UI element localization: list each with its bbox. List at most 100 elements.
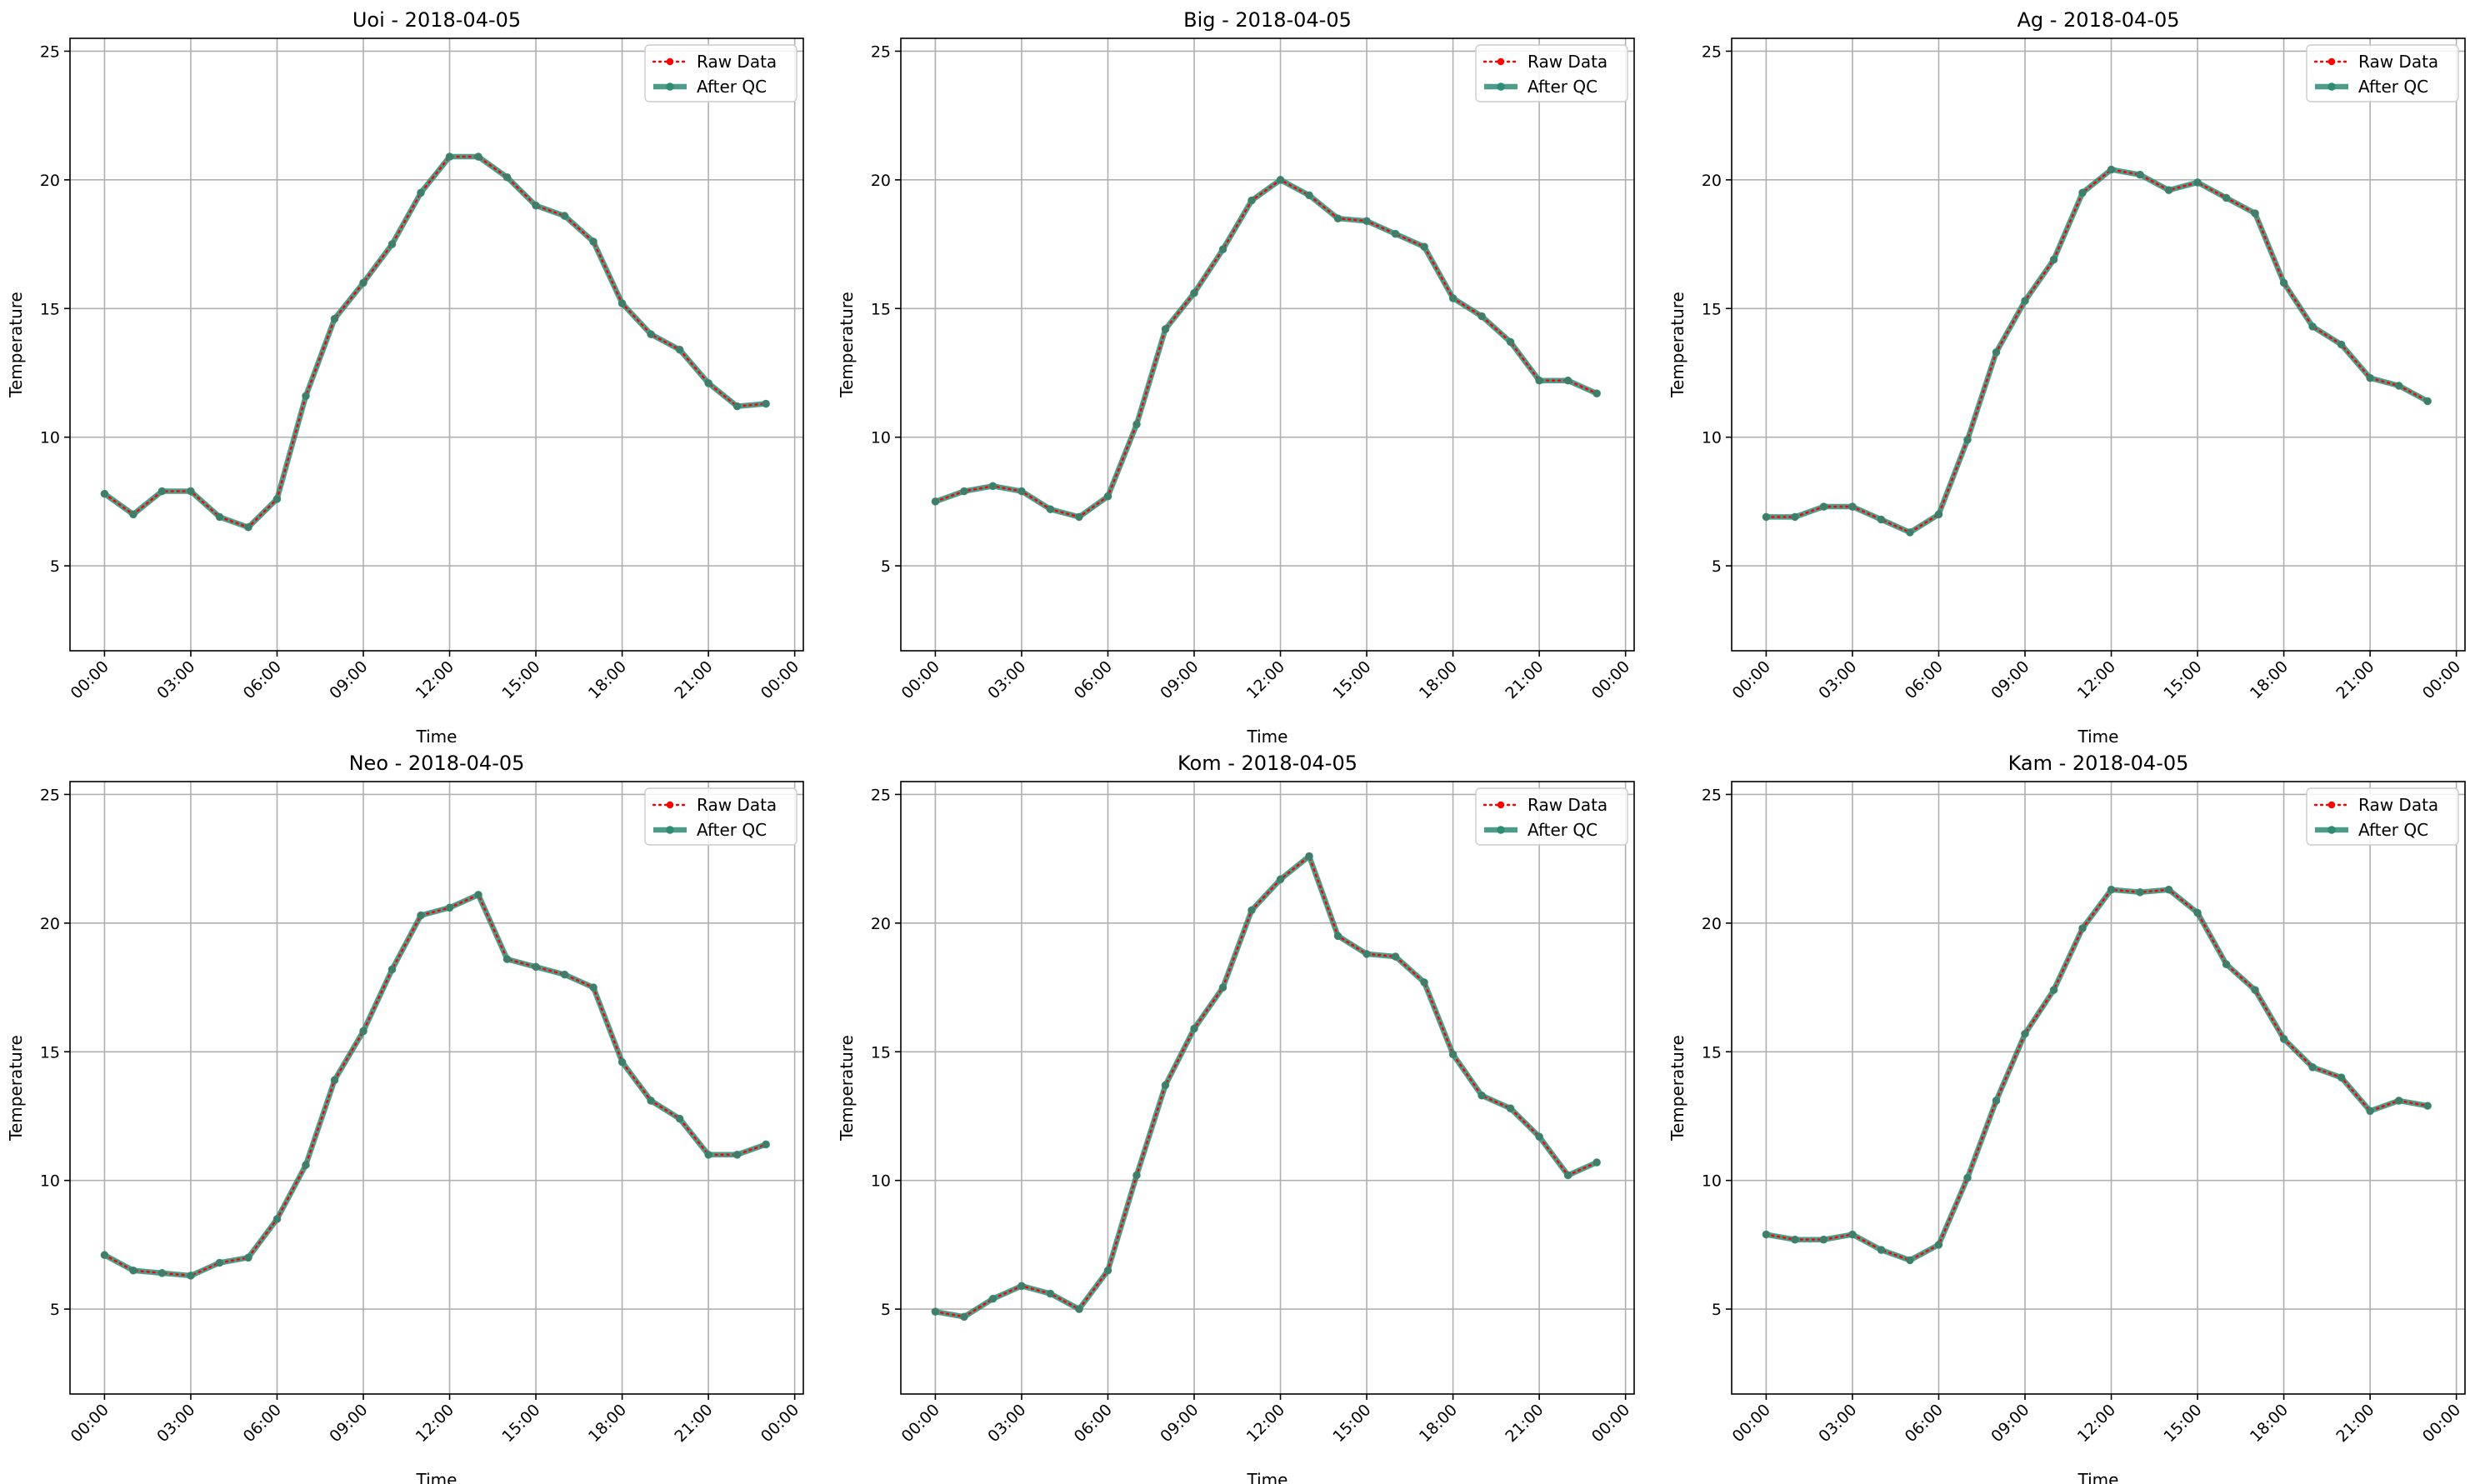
y-axis-label: Temperature [837, 1035, 857, 1142]
after-qc-point [732, 1150, 742, 1159]
after-qc-point [1333, 214, 1342, 222]
after-qc-point [560, 970, 569, 979]
after-qc-point [2049, 986, 2058, 994]
after-qc-point [1190, 288, 1198, 297]
after-qc-point [1276, 875, 1285, 884]
after-qc-point [158, 487, 167, 496]
after-qc-point [2308, 1062, 2317, 1072]
raw-data-series-line [103, 155, 768, 529]
x-tick-label: 06:00 [240, 1401, 285, 1446]
y-tick-label: 20 [871, 172, 891, 190]
y-tick-label: 5 [50, 1301, 60, 1319]
x-tick-label: 00:00 [2419, 657, 2464, 702]
y-tick-label: 5 [1712, 1301, 1722, 1319]
after-qc-point [272, 1215, 282, 1223]
after-qc-point [2366, 1107, 2374, 1116]
after-qc-point [2078, 924, 2087, 932]
x-tick-label: 12:00 [412, 657, 458, 702]
after-qc-point [589, 983, 598, 992]
x-tick-label: 00:00 [1588, 657, 1633, 702]
plot-frame [1731, 37, 2466, 652]
x-tick-label: 06:00 [1071, 1401, 1116, 1446]
after-qc-point [1791, 512, 1799, 522]
x-tick-label: 12:00 [2074, 1401, 2119, 1446]
after-qc-point [1276, 176, 1285, 184]
after-qc-point [244, 522, 252, 532]
legend-raw-marker [666, 57, 674, 66]
legend: Raw Data After QC [2306, 44, 2459, 102]
after-qc-point [1992, 1097, 2001, 1105]
x-tick-label: 03:00 [984, 1401, 1029, 1446]
after-qc-point [2078, 188, 2087, 197]
chart-title: Uoi - 2018-04-05 [352, 8, 521, 32]
after-qc-point [1218, 245, 1228, 254]
x-tick-label: 15:00 [2160, 657, 2205, 702]
legend-raw-label: Raw Data [697, 795, 777, 815]
after-qc-point [187, 487, 195, 496]
plot-frame [69, 781, 804, 1395]
y-tick-label: 10 [40, 1172, 60, 1191]
after-qc-point [474, 891, 482, 899]
x-tick-label: 18:00 [2247, 657, 2292, 702]
after-qc-point [647, 1097, 655, 1105]
after-qc-point [1592, 389, 1601, 397]
after-qc-point [1592, 1158, 1601, 1167]
after-qc-point [1906, 528, 1914, 537]
after-qc-point [1535, 376, 1543, 385]
legend-qc-marker [1497, 826, 1505, 834]
after-qc-point [445, 903, 454, 912]
x-axis-label: Time [416, 1470, 458, 1484]
after-qc-point [618, 299, 627, 307]
x-axis-label: Time [2078, 727, 2119, 747]
x-tick-label: 15:00 [498, 657, 543, 702]
y-tick-label: 5 [881, 1301, 891, 1319]
legend-raw-label: Raw Data [697, 52, 777, 72]
after-qc-point [1161, 1081, 1170, 1090]
chart-title: Kam - 2018-04-05 [2008, 752, 2189, 775]
x-tick-label: 18:00 [1416, 657, 1461, 702]
after-qc-point [2394, 382, 2403, 390]
after-qc-point [704, 379, 712, 387]
after-qc-point [1420, 242, 1428, 251]
subplot-panel: 5 10 15 20 25 00:00 03:00 06:00 09:00 12:00 15:00 1… [6, 752, 804, 1484]
after-qc-point [647, 330, 655, 338]
y-tick-label: 20 [1702, 915, 1722, 933]
after-qc-point [1506, 337, 1515, 347]
after-qc-point [302, 392, 310, 401]
x-tick-label: 09:00 [1157, 1401, 1202, 1446]
plot-frame [1731, 781, 2466, 1395]
after-qc-point [560, 212, 569, 220]
legend-raw-marker [2328, 801, 2336, 809]
y-tick-label: 25 [40, 786, 60, 804]
legend-qc-marker [1497, 82, 1505, 91]
x-tick-label: 12:00 [1243, 657, 1288, 702]
after-qc-point [1132, 420, 1141, 429]
y-axis-label: Temperature [6, 1035, 26, 1142]
x-tick-label: 00:00 [758, 657, 802, 702]
x-tick-label: 21:00 [1502, 1401, 1547, 1446]
after-qc-point [988, 1294, 998, 1303]
after-qc-point [532, 201, 540, 210]
raw-data-series-line [1765, 168, 2429, 534]
x-tick-label: 12:00 [412, 1401, 458, 1446]
y-tick-label: 15 [1702, 300, 1722, 318]
after-qc-point [1848, 1230, 1857, 1239]
legend-raw-marker [1497, 801, 1505, 809]
after-qc-point [960, 487, 968, 496]
chart-title: Big - 2018-04-05 [1183, 8, 1352, 32]
x-tick-label: 00:00 [1588, 1401, 1633, 1446]
after-qc-point [1362, 217, 1371, 226]
legend-qc-marker [666, 82, 674, 91]
after-qc-point [474, 152, 482, 161]
y-tick-label: 25 [40, 42, 60, 61]
after-qc-point [675, 345, 684, 354]
after-qc-point [2279, 1035, 2288, 1043]
after-qc-point [1563, 376, 1572, 385]
grid-lines [901, 782, 1634, 1394]
x-tick-label: 15:00 [1329, 657, 1374, 702]
after-qc-point [100, 489, 109, 498]
after-qc-point [2193, 908, 2202, 917]
x-tick-label: 09:00 [1988, 1401, 2032, 1446]
x-axis-label: Time [1247, 727, 1288, 747]
after-qc-point [215, 1258, 224, 1267]
